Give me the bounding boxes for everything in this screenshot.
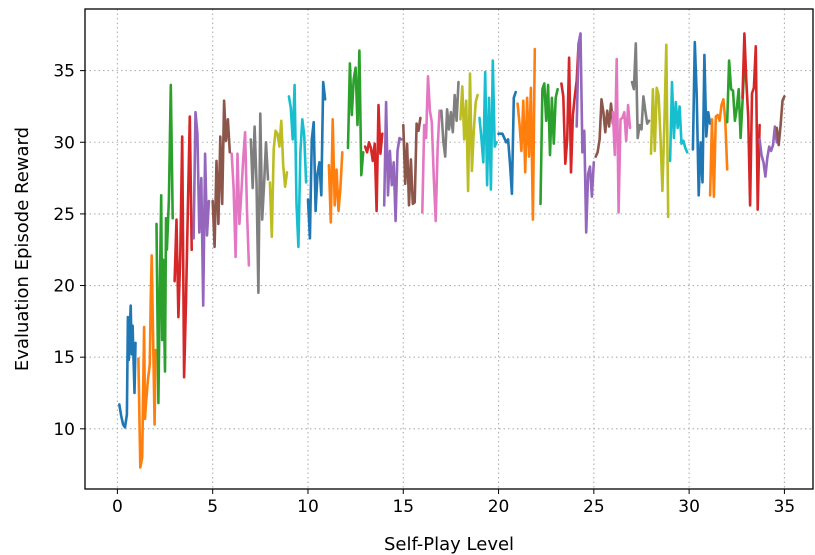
series-line	[402, 116, 422, 207]
series-line	[611, 57, 632, 214]
series-line	[775, 95, 786, 147]
series-line	[306, 80, 327, 240]
series-line	[192, 110, 211, 307]
series-line	[363, 103, 384, 213]
series-line	[575, 32, 596, 234]
series-line	[421, 75, 441, 223]
x-tick-label: 20	[488, 497, 510, 517]
y-tick-label: 10	[53, 420, 75, 440]
y-tick-label: 30	[53, 133, 75, 153]
series-line	[668, 80, 689, 163]
y-tick-label: 25	[53, 205, 75, 225]
x-tick-label: 35	[774, 497, 796, 517]
x-tick-label: 0	[112, 497, 123, 517]
series-line	[560, 42, 580, 174]
series-line	[708, 98, 729, 198]
series-line	[137, 254, 157, 469]
series-line	[211, 99, 232, 249]
x-tick-label: 30	[678, 497, 700, 517]
series-line	[630, 42, 651, 140]
series-line	[173, 115, 193, 379]
series-line	[382, 100, 403, 223]
series-line	[268, 119, 289, 239]
series-line	[459, 72, 479, 193]
series-line	[691, 40, 712, 197]
series-line	[440, 80, 460, 158]
series-line	[725, 59, 746, 140]
y-tick-label: 15	[53, 348, 75, 368]
series-line	[478, 59, 498, 191]
series-line	[758, 125, 779, 178]
y-axis-title: Evaluation Episode Reward	[12, 127, 33, 371]
series-line	[155, 83, 174, 405]
series-line	[594, 98, 615, 158]
plot-area	[118, 32, 786, 469]
x-tick-label: 5	[207, 497, 218, 517]
series-line	[327, 118, 344, 224]
axis-ticks: 0 5 10 15 20 25 30 35 10 15 20 25 30 35	[53, 62, 795, 517]
x-tick-label: 15	[392, 497, 414, 517]
series-line	[497, 90, 517, 196]
series-line	[346, 49, 365, 177]
x-tick-label: 25	[583, 497, 605, 517]
series-line	[539, 82, 559, 206]
series-line	[249, 112, 270, 294]
series-line	[516, 47, 537, 221]
series-line	[741, 32, 761, 211]
series-line	[230, 130, 251, 267]
x-tick-label: 10	[297, 497, 319, 517]
axes-frame	[84, 8, 814, 490]
x-axis-title: Self-Play Level	[384, 534, 514, 555]
grid-lines	[85, 9, 813, 489]
series-line	[287, 83, 308, 249]
y-tick-label: 35	[53, 62, 75, 82]
series-line	[649, 43, 670, 219]
series-line	[118, 304, 137, 429]
y-tick-label: 20	[53, 277, 75, 297]
